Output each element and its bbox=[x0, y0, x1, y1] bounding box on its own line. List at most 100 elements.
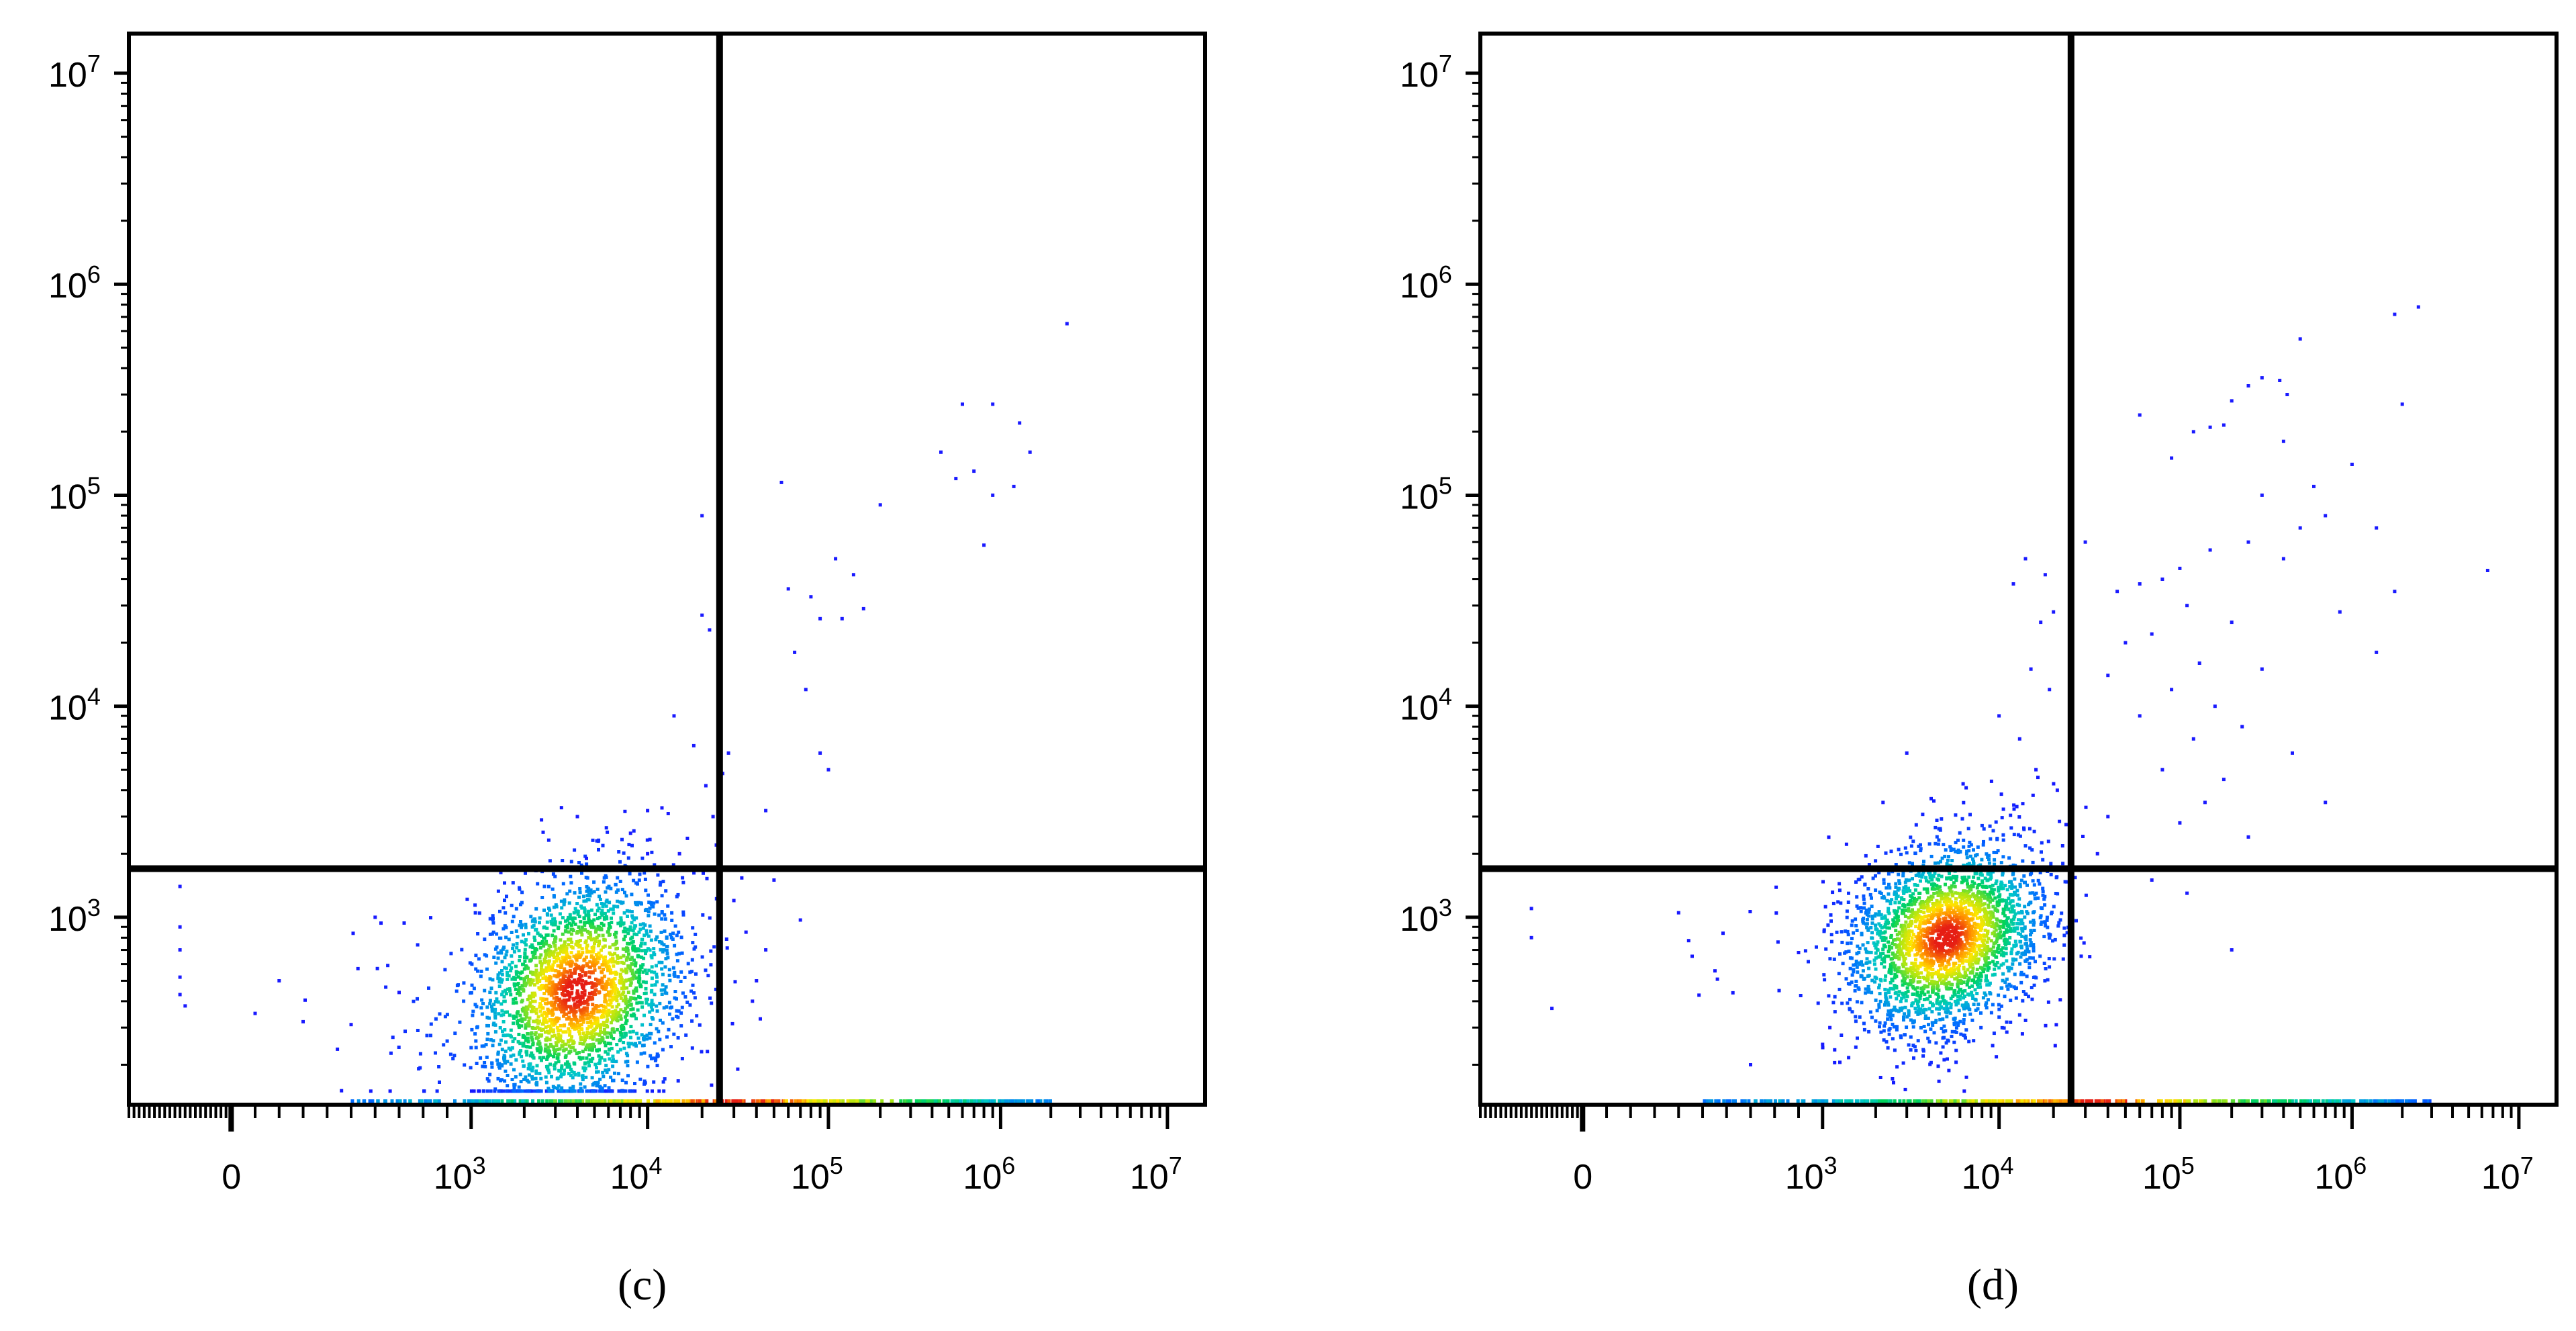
population-event-point bbox=[2081, 835, 2085, 838]
population-event-point bbox=[525, 1011, 529, 1015]
population-event-point bbox=[625, 1005, 629, 1009]
population-event-point bbox=[1925, 879, 1928, 883]
population-event-point bbox=[1860, 1001, 1864, 1005]
population-event-point bbox=[1902, 886, 1906, 890]
axis-event-point bbox=[630, 1099, 634, 1103]
population-event-point bbox=[485, 954, 489, 958]
population-event-point bbox=[562, 1007, 566, 1011]
plot-frame bbox=[127, 32, 1207, 1107]
population-event-point bbox=[632, 918, 636, 921]
population-event-point bbox=[624, 949, 628, 953]
population-event-point bbox=[524, 925, 528, 929]
population-event-point bbox=[2001, 907, 2005, 911]
population-event-point bbox=[545, 1058, 549, 1061]
population-event-point bbox=[574, 1010, 578, 1014]
population-event-point bbox=[2064, 823, 2068, 827]
population-event-point bbox=[642, 1013, 646, 1017]
population-event-point bbox=[665, 1035, 669, 1039]
population-event-point bbox=[579, 920, 583, 924]
population-event-point bbox=[1919, 1007, 1923, 1011]
population-event-point bbox=[1854, 1045, 1858, 1049]
population-event-point bbox=[1991, 892, 1995, 896]
population-event-point bbox=[592, 993, 596, 997]
population-event-point bbox=[1887, 1032, 1891, 1036]
population-event-point bbox=[532, 956, 536, 960]
population-event-point bbox=[1907, 861, 1911, 865]
population-event-point bbox=[648, 1036, 652, 1040]
population-event-point bbox=[653, 912, 657, 916]
axis-event-point bbox=[620, 1099, 624, 1103]
population-event-point bbox=[1897, 872, 1901, 876]
population-event-point bbox=[551, 1028, 555, 1032]
population-event-point bbox=[1984, 993, 1988, 997]
population-event-point bbox=[635, 1060, 639, 1064]
sparse-event-point bbox=[961, 402, 964, 406]
population-event-point bbox=[561, 882, 565, 886]
population-event-point bbox=[1988, 893, 1991, 897]
population-event-point bbox=[527, 1073, 531, 1077]
population-event-point bbox=[517, 949, 521, 953]
population-event-point bbox=[1979, 966, 1983, 970]
population-event-point bbox=[605, 993, 609, 997]
population-event-point bbox=[1958, 997, 1962, 1001]
population-event-point bbox=[1987, 911, 1991, 915]
population-event-point bbox=[1853, 989, 1857, 993]
population-event-point bbox=[2000, 1025, 2004, 1029]
population-event-point bbox=[1904, 999, 1908, 1003]
population-event-point bbox=[532, 1019, 536, 1023]
population-event-point bbox=[2001, 962, 2005, 966]
population-event-point bbox=[1962, 1021, 1966, 1025]
population-event-point bbox=[1913, 1007, 1917, 1011]
population-event-point bbox=[1865, 922, 1869, 926]
population-event-point bbox=[575, 902, 579, 905]
population-event-point bbox=[593, 1081, 598, 1085]
population-event-point bbox=[544, 1002, 548, 1006]
population-event-point bbox=[533, 993, 537, 997]
population-event-point bbox=[585, 876, 589, 880]
axis-event-point bbox=[783, 1099, 786, 1103]
population-event-point bbox=[1911, 1001, 1915, 1005]
population-event-point bbox=[538, 916, 542, 920]
population-event-point bbox=[2015, 922, 2019, 925]
population-event-point bbox=[1867, 988, 1871, 992]
population-event-point bbox=[1994, 820, 1998, 824]
population-event-point bbox=[547, 1011, 551, 1015]
population-event-point bbox=[1893, 976, 1897, 980]
population-event-point bbox=[1996, 947, 2000, 951]
sparse-event-point bbox=[178, 925, 182, 929]
population-event-point bbox=[1874, 888, 1878, 892]
population-event-point bbox=[1991, 960, 1995, 964]
population-event-point bbox=[1932, 1031, 1936, 1035]
population-event-point bbox=[1858, 877, 1862, 881]
population-event-point bbox=[589, 1024, 593, 1027]
population-event-point bbox=[547, 954, 551, 958]
population-event-point bbox=[545, 926, 549, 930]
population-event-point bbox=[541, 1021, 545, 1025]
axis-event-point bbox=[661, 1099, 665, 1103]
population-event-point bbox=[1961, 876, 1965, 880]
population-event-point bbox=[1832, 957, 1836, 961]
population-event-point bbox=[636, 995, 640, 999]
population-event-point bbox=[512, 982, 516, 986]
population-event-point bbox=[1930, 887, 1934, 891]
population-event-point bbox=[1865, 961, 1869, 965]
population-event-point bbox=[548, 1038, 552, 1042]
population-event-point bbox=[523, 956, 526, 960]
population-event-point bbox=[1930, 979, 1934, 983]
population-event-point bbox=[628, 925, 632, 929]
population-event-point bbox=[585, 1027, 589, 1031]
population-event-point bbox=[620, 1078, 624, 1083]
population-event-point bbox=[542, 1056, 545, 1060]
population-event-point bbox=[1921, 990, 1925, 994]
population-event-point bbox=[548, 1018, 553, 1022]
population-event-point bbox=[1972, 862, 1976, 866]
population-event-point bbox=[1965, 850, 1969, 854]
population-event-point bbox=[504, 1049, 508, 1053]
population-event-point bbox=[577, 1025, 581, 1029]
population-event-point bbox=[2005, 977, 2009, 981]
population-event-point bbox=[564, 1047, 568, 1051]
population-event-point bbox=[618, 972, 622, 976]
population-event-point bbox=[632, 829, 636, 833]
population-event-point bbox=[2002, 1026, 2006, 1030]
population-event-point bbox=[1897, 918, 1901, 922]
